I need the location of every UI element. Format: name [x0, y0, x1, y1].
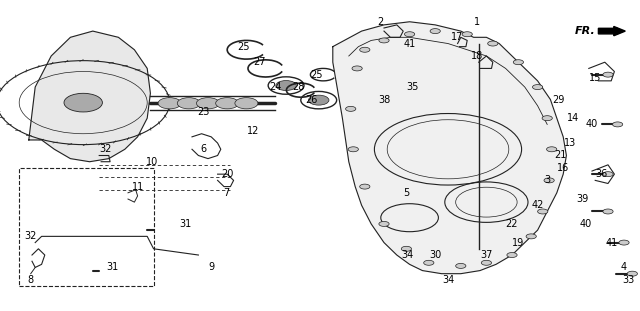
Circle shape — [547, 147, 557, 152]
Text: 34: 34 — [442, 275, 454, 285]
Circle shape — [532, 85, 543, 90]
Text: 38: 38 — [378, 95, 390, 104]
Circle shape — [542, 116, 552, 121]
Circle shape — [348, 147, 358, 152]
Circle shape — [360, 184, 370, 189]
Circle shape — [544, 178, 554, 183]
Circle shape — [603, 209, 613, 214]
Circle shape — [308, 95, 329, 105]
Circle shape — [513, 60, 524, 65]
Circle shape — [462, 32, 472, 37]
Text: 20: 20 — [221, 169, 234, 179]
Text: 25: 25 — [310, 70, 323, 80]
Text: 18: 18 — [470, 51, 483, 61]
Text: 10: 10 — [146, 157, 159, 167]
Text: 29: 29 — [552, 95, 565, 104]
Text: 13: 13 — [563, 138, 576, 148]
Circle shape — [276, 81, 296, 91]
Polygon shape — [333, 22, 566, 274]
Circle shape — [424, 260, 434, 265]
Circle shape — [216, 98, 239, 109]
Text: 14: 14 — [566, 113, 579, 123]
Circle shape — [401, 246, 412, 251]
Text: 31: 31 — [179, 219, 192, 229]
Text: 28: 28 — [292, 82, 305, 92]
Text: 9: 9 — [208, 262, 214, 272]
Circle shape — [379, 221, 389, 226]
Text: 3: 3 — [544, 175, 550, 185]
Text: 35: 35 — [406, 82, 419, 92]
Text: 2: 2 — [378, 17, 384, 27]
Circle shape — [538, 209, 548, 214]
Circle shape — [627, 271, 637, 276]
Text: 40: 40 — [586, 119, 598, 129]
Circle shape — [603, 72, 613, 77]
Circle shape — [64, 93, 102, 112]
Text: 8: 8 — [28, 275, 34, 285]
Circle shape — [177, 98, 200, 109]
Text: 6: 6 — [200, 144, 207, 154]
Text: 27: 27 — [253, 57, 266, 67]
Text: 11: 11 — [131, 182, 144, 192]
Text: 41: 41 — [605, 238, 618, 248]
Text: 40: 40 — [579, 219, 592, 229]
Circle shape — [352, 66, 362, 71]
Text: 31: 31 — [106, 262, 118, 272]
Text: 39: 39 — [576, 194, 589, 204]
Circle shape — [456, 263, 466, 268]
Circle shape — [360, 47, 370, 52]
Text: 33: 33 — [622, 275, 635, 285]
Circle shape — [346, 106, 356, 111]
Circle shape — [619, 240, 629, 245]
FancyArrow shape — [598, 26, 625, 36]
Circle shape — [196, 98, 220, 109]
Text: 19: 19 — [512, 238, 525, 248]
Circle shape — [158, 98, 181, 109]
Text: 21: 21 — [554, 151, 566, 160]
Text: 12: 12 — [246, 126, 259, 136]
Text: 36: 36 — [595, 169, 608, 179]
Text: 5: 5 — [403, 188, 410, 198]
Text: 4: 4 — [621, 262, 627, 272]
Circle shape — [507, 253, 517, 258]
Circle shape — [379, 38, 389, 43]
Text: 42: 42 — [531, 200, 544, 210]
Polygon shape — [29, 31, 150, 162]
Circle shape — [603, 172, 613, 177]
Text: 24: 24 — [269, 82, 282, 92]
Circle shape — [526, 234, 536, 239]
Text: 15: 15 — [589, 73, 602, 83]
Text: 22: 22 — [506, 219, 518, 229]
Text: 37: 37 — [480, 250, 493, 260]
Text: FR.: FR. — [575, 26, 595, 36]
Circle shape — [481, 260, 492, 265]
Circle shape — [612, 122, 623, 127]
Text: 23: 23 — [197, 107, 210, 117]
Text: 41: 41 — [403, 39, 416, 49]
Text: 34: 34 — [401, 250, 414, 260]
Circle shape — [488, 41, 498, 46]
Text: 7: 7 — [223, 188, 229, 198]
Bar — [19, 168, 154, 286]
Text: 17: 17 — [451, 32, 464, 42]
Text: 25: 25 — [237, 42, 250, 52]
Circle shape — [430, 29, 440, 34]
Circle shape — [404, 32, 415, 37]
Text: 32: 32 — [99, 144, 112, 154]
Text: 1: 1 — [474, 17, 480, 27]
Text: 30: 30 — [429, 250, 442, 260]
Circle shape — [235, 98, 258, 109]
Text: 16: 16 — [557, 163, 570, 173]
Text: 32: 32 — [24, 231, 37, 241]
Text: 26: 26 — [305, 95, 318, 104]
